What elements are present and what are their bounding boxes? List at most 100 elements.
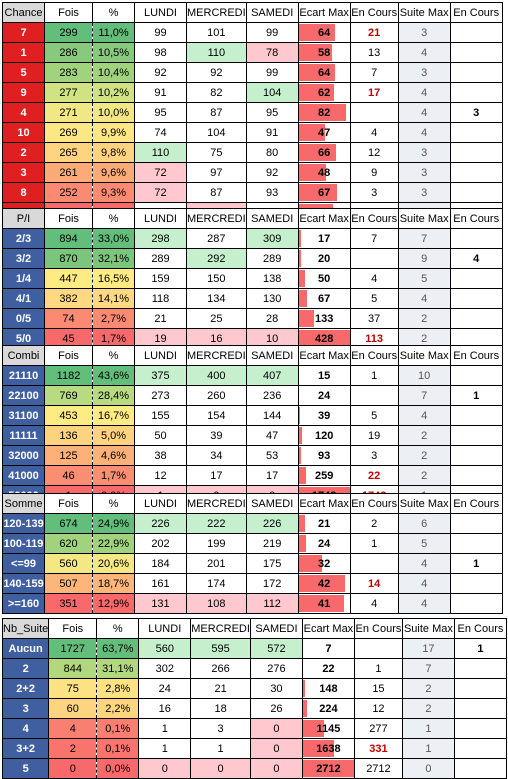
cell-ecart-max[interactable]: 67 <box>297 182 351 203</box>
cell-percent[interactable]: 31,1% <box>96 658 140 679</box>
header-mercredi[interactable]: MERCREDI <box>186 2 247 23</box>
cell-fois[interactable]: 0 <box>48 758 98 779</box>
header-percent[interactable]: % <box>92 493 135 514</box>
cell-suite-max[interactable]: 4 <box>397 102 451 123</box>
cell-ecart-max[interactable]: 39 <box>297 405 351 426</box>
cell-percent[interactable]: 16,5% <box>92 268 135 289</box>
cell-fois[interactable]: 674 <box>44 513 93 534</box>
header-ecart-max[interactable]: Ecart Max <box>297 208 351 229</box>
cell-ecart-max[interactable]: 93 <box>297 445 351 466</box>
cell-mercredi[interactable]: 150 <box>186 268 247 289</box>
cell-samedi[interactable]: 276 <box>249 658 303 679</box>
cell-mercredi[interactable]: 400 <box>186 365 247 386</box>
cell-ecart-max[interactable]: 67 <box>297 288 351 309</box>
cell-en-cours[interactable]: 3 <box>349 182 399 203</box>
cell-percent[interactable]: 1,7% <box>92 465 135 486</box>
cell-suite-max[interactable]: 4 <box>397 122 451 143</box>
cell-en-cours[interactable]: 19 <box>349 425 399 446</box>
cell-category[interactable]: 1 <box>2 42 45 63</box>
cell-en-cours-2[interactable] <box>449 308 503 329</box>
cell-samedi[interactable]: 80 <box>245 142 299 163</box>
cell-percent[interactable]: 4,6% <box>92 445 135 466</box>
cell-lundi[interactable]: 560 <box>138 638 192 659</box>
cell-en-cours-2[interactable] <box>449 182 503 203</box>
cell-samedi[interactable]: 92 <box>245 162 299 183</box>
cell-samedi[interactable]: 17 <box>245 465 299 486</box>
cell-en-cours[interactable]: 7 <box>349 228 399 249</box>
cell-mercredi[interactable]: 595 <box>190 638 251 659</box>
cell-ecart-max[interactable]: 17 <box>297 228 351 249</box>
cell-lundi[interactable]: 99 <box>134 22 187 43</box>
cell-en-cours-2[interactable] <box>449 288 503 309</box>
header-fois[interactable]: Fois <box>48 618 98 639</box>
cell-samedi[interactable]: 144 <box>245 405 299 426</box>
cell-en-cours-2[interactable]: 4 <box>449 248 503 269</box>
cell-ecart-max[interactable]: 82 <box>297 102 351 123</box>
cell-category[interactable]: 5 <box>1 758 50 779</box>
cell-percent[interactable]: 20,6% <box>92 553 135 574</box>
cell-fois[interactable]: 620 <box>44 533 93 554</box>
cell-percent[interactable]: 28,4% <box>92 385 135 406</box>
cell-percent[interactable]: 22,9% <box>92 533 135 554</box>
cell-en-cours[interactable]: 2712 <box>353 758 403 779</box>
header-lundi[interactable]: LUNDI <box>134 2 187 23</box>
cell-samedi[interactable]: 104 <box>245 82 299 103</box>
cell-en-cours[interactable]: 9 <box>349 162 399 183</box>
cell-fois[interactable]: 894 <box>44 228 93 249</box>
cell-en-cours[interactable]: 5 <box>349 405 399 426</box>
cell-en-cours-2[interactable]: 1 <box>449 385 503 406</box>
cell-mercredi[interactable]: 25 <box>186 308 247 329</box>
cell-lundi[interactable]: 50 <box>134 425 187 446</box>
cell-en-cours-2[interactable] <box>449 268 503 289</box>
cell-en-cours-2[interactable] <box>449 162 503 183</box>
header-suite-max[interactable]: Suite Max <box>397 2 451 23</box>
cell-percent[interactable]: 63,7% <box>96 638 140 659</box>
cell-ecart-max[interactable]: 58 <box>297 42 351 63</box>
cell-category[interactable]: 31100 <box>2 405 45 426</box>
cell-en-cours[interactable]: 15 <box>353 678 403 699</box>
header-samedi[interactable]: SAMEDI <box>245 208 299 229</box>
cell-percent[interactable]: 0,0% <box>96 758 140 779</box>
cell-suite-max[interactable]: 4 <box>397 82 451 103</box>
cell-en-cours-2[interactable]: 3 <box>449 102 503 123</box>
cell-suite-max[interactable]: 2 <box>397 328 451 349</box>
cell-ecart-max[interactable]: 42 <box>297 573 351 594</box>
cell-en-cours-2[interactable] <box>453 698 507 719</box>
header-category[interactable]: Combi <box>2 345 45 366</box>
header-suite-max[interactable]: Suite Max <box>397 208 451 229</box>
header-lundi[interactable]: LUNDI <box>138 618 192 639</box>
cell-mercredi[interactable]: 110 <box>186 42 247 63</box>
header-ecart-max[interactable]: Ecart Max <box>297 493 351 514</box>
cell-suite-max[interactable]: 2 <box>397 308 451 329</box>
cell-fois[interactable]: 74 <box>44 308 93 329</box>
cell-suite-max[interactable]: 7 <box>397 385 451 406</box>
cell-ecart-max[interactable]: 32 <box>297 553 351 574</box>
cell-samedi[interactable]: 0 <box>249 758 303 779</box>
cell-suite-max[interactable]: 6 <box>397 513 451 534</box>
header-samedi[interactable]: SAMEDI <box>245 345 299 366</box>
cell-mercredi[interactable]: 1 <box>190 738 251 759</box>
cell-suite-max[interactable]: 3 <box>397 182 451 203</box>
cell-lundi[interactable]: 273 <box>134 385 187 406</box>
cell-suite-max[interactable]: 4 <box>397 573 451 594</box>
cell-samedi[interactable]: 138 <box>245 268 299 289</box>
cell-percent[interactable]: 9,8% <box>92 142 135 163</box>
cell-percent[interactable]: 32,1% <box>92 248 135 269</box>
cell-samedi[interactable]: 53 <box>245 445 299 466</box>
cell-fois[interactable]: 283 <box>44 62 93 83</box>
header-ecart-max[interactable]: Ecart Max <box>297 2 351 23</box>
header-mercredi[interactable]: MERCREDI <box>186 493 247 514</box>
cell-suite-max[interactable]: 3 <box>397 22 451 43</box>
cell-samedi[interactable]: 30 <box>249 678 303 699</box>
cell-category[interactable]: 10 <box>2 122 45 143</box>
cell-category[interactable]: 3 <box>1 698 50 719</box>
cell-category[interactable]: 3+2 <box>1 738 50 759</box>
cell-category[interactable]: 2+2 <box>1 678 50 699</box>
cell-category[interactable]: 1/4 <box>2 268 45 289</box>
cell-category[interactable]: 2 <box>1 658 50 679</box>
cell-lundi[interactable]: 155 <box>134 405 187 426</box>
cell-lundi[interactable]: 12 <box>134 465 187 486</box>
cell-suite-max[interactable]: 7 <box>397 228 451 249</box>
header-percent[interactable]: % <box>92 2 135 23</box>
cell-suite-max[interactable]: 4 <box>397 42 451 63</box>
